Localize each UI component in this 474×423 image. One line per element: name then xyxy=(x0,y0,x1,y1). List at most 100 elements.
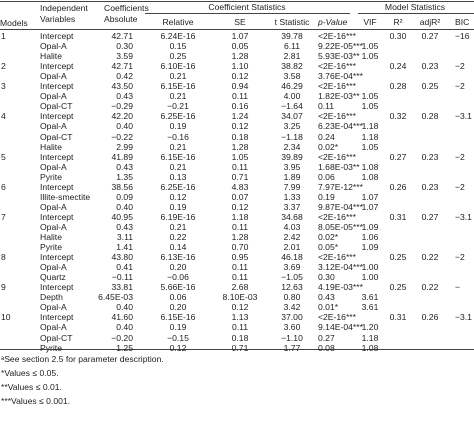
cell: 0.11 xyxy=(231,272,249,283)
cell: 3.95 xyxy=(283,161,301,172)
cell: 0.05* xyxy=(318,242,339,253)
variable-name: Opal-CT xyxy=(40,131,73,142)
cell: 3.11 xyxy=(116,232,133,242)
cell: 3.69 xyxy=(283,262,301,273)
cell: 1.24 xyxy=(231,111,249,122)
cell: 0.27 xyxy=(421,211,439,222)
cell: 0.12 xyxy=(169,191,187,202)
cell: 5.66E-16 xyxy=(160,282,196,293)
cell: 4.83 xyxy=(231,181,249,192)
cell: 0.11 xyxy=(231,322,249,333)
cell: 1.06 xyxy=(361,232,379,242)
cell: 3.61 xyxy=(361,302,379,313)
variable-name: Opal-A xyxy=(40,41,67,52)
cell: 42.20 xyxy=(111,111,133,122)
cell: 0.95 xyxy=(231,252,249,263)
cell: 0.14 xyxy=(169,242,187,253)
cell: −2 xyxy=(455,61,465,72)
cell: 0.09 xyxy=(116,191,133,202)
cell: 7.99 xyxy=(283,181,301,192)
variable-name: Opal-A xyxy=(40,302,67,313)
cell: −1.10 xyxy=(281,332,303,343)
variable-name: Intercept xyxy=(40,81,74,92)
cell: 0.11 xyxy=(231,91,249,102)
cell: 6.25E-16 xyxy=(160,111,196,122)
cell: −3.1 xyxy=(455,312,472,323)
cell: 0.32 xyxy=(389,111,407,122)
cell: 0.28 xyxy=(389,81,407,92)
cell: 0.21 xyxy=(169,161,187,172)
cell: <2E-16*** xyxy=(318,81,356,92)
cell: 2.34 xyxy=(283,141,301,152)
cell: 2.42 xyxy=(283,232,301,242)
variable-name: Quartz xyxy=(40,272,66,283)
span-header: Model Statistics xyxy=(384,2,446,12)
cell: 1.18 xyxy=(361,332,379,343)
span-header: Coefficient Statistics xyxy=(208,2,286,12)
footnote: ᵃSee section 2.5 for parameter descripti… xyxy=(1,354,164,364)
cell: 0.05 xyxy=(231,41,249,52)
variable-name: Pyrite xyxy=(40,242,62,253)
cell: −2 xyxy=(455,181,465,192)
cell: <2E-16*** xyxy=(318,252,356,263)
column-header: Independent Variables xyxy=(40,3,88,24)
cell: 0.25 xyxy=(169,51,187,62)
variable-name: Opal-A xyxy=(40,201,67,212)
cell: 41.89 xyxy=(111,151,133,162)
cell: 3.76E-04*** xyxy=(318,71,363,82)
model-number: 7 xyxy=(1,211,6,222)
model-number: 4 xyxy=(1,111,6,122)
cell: 0.41 xyxy=(116,262,133,273)
cell: 1.05 xyxy=(361,141,379,152)
cell: 0.40 xyxy=(116,121,133,132)
variable-name: Pyrite xyxy=(40,171,62,182)
cell: 0.06 xyxy=(318,171,335,182)
variable-name: Intercept xyxy=(40,151,74,162)
cell: 0.21 xyxy=(169,71,187,82)
cell: 0.43 xyxy=(116,91,133,102)
cell: −0.20 xyxy=(111,332,133,343)
column-header: p-Value xyxy=(318,17,348,27)
cell: 0.43 xyxy=(318,292,335,303)
variable-name: Intercept xyxy=(40,111,74,122)
span-rule xyxy=(145,13,350,14)
cell: 0.23 xyxy=(421,151,439,162)
cell: 0.71 xyxy=(231,171,249,182)
cell: 0.20 xyxy=(169,262,187,273)
column-header: Coefficients Absolute xyxy=(104,3,149,24)
cell: 3.37 xyxy=(283,201,301,212)
cell: 1.10 xyxy=(231,61,249,72)
cell: 1.07 xyxy=(361,191,379,202)
cell: 6.23E-04*** xyxy=(318,121,363,132)
cell: 1.00 xyxy=(361,262,379,273)
cell: 0.40 xyxy=(116,322,133,333)
variable-name: Halite xyxy=(40,232,62,242)
cell: 34.68 xyxy=(281,211,303,222)
variable-name: Opal-A xyxy=(40,322,67,333)
cell: 6.10E-16 xyxy=(160,61,196,72)
cell: 43.50 xyxy=(111,81,133,92)
cell: 0.12 xyxy=(231,71,249,82)
span-rule xyxy=(358,13,474,14)
cell: 1.35 xyxy=(116,171,133,182)
cell: 2.01 xyxy=(283,242,301,253)
cell: 1.13 xyxy=(231,312,249,323)
cell: 0.16 xyxy=(231,101,249,112)
cell: 0.22 xyxy=(421,252,439,263)
cell: 6.11 xyxy=(283,41,301,52)
footnote: **Values ≤ 0.01. xyxy=(1,382,62,392)
column-header: BIC xyxy=(455,17,470,27)
variable-name: Intercept xyxy=(40,211,74,222)
variable-name: Opal-A xyxy=(40,161,67,172)
cell: 0.11 xyxy=(231,221,249,232)
cell: 0.18 xyxy=(231,131,249,142)
cell: <2E-16*** xyxy=(318,31,356,41)
cell: 38.56 xyxy=(111,181,133,192)
footnote: *Values ≤ 0.05. xyxy=(1,368,59,378)
variable-name: Halite xyxy=(40,51,62,62)
cell: 0.80 xyxy=(283,292,301,303)
cell: 12.63 xyxy=(281,282,303,293)
cell: 0.28 xyxy=(421,111,439,122)
cell: 1.18 xyxy=(361,131,379,142)
cell: 0.30 xyxy=(116,41,133,52)
